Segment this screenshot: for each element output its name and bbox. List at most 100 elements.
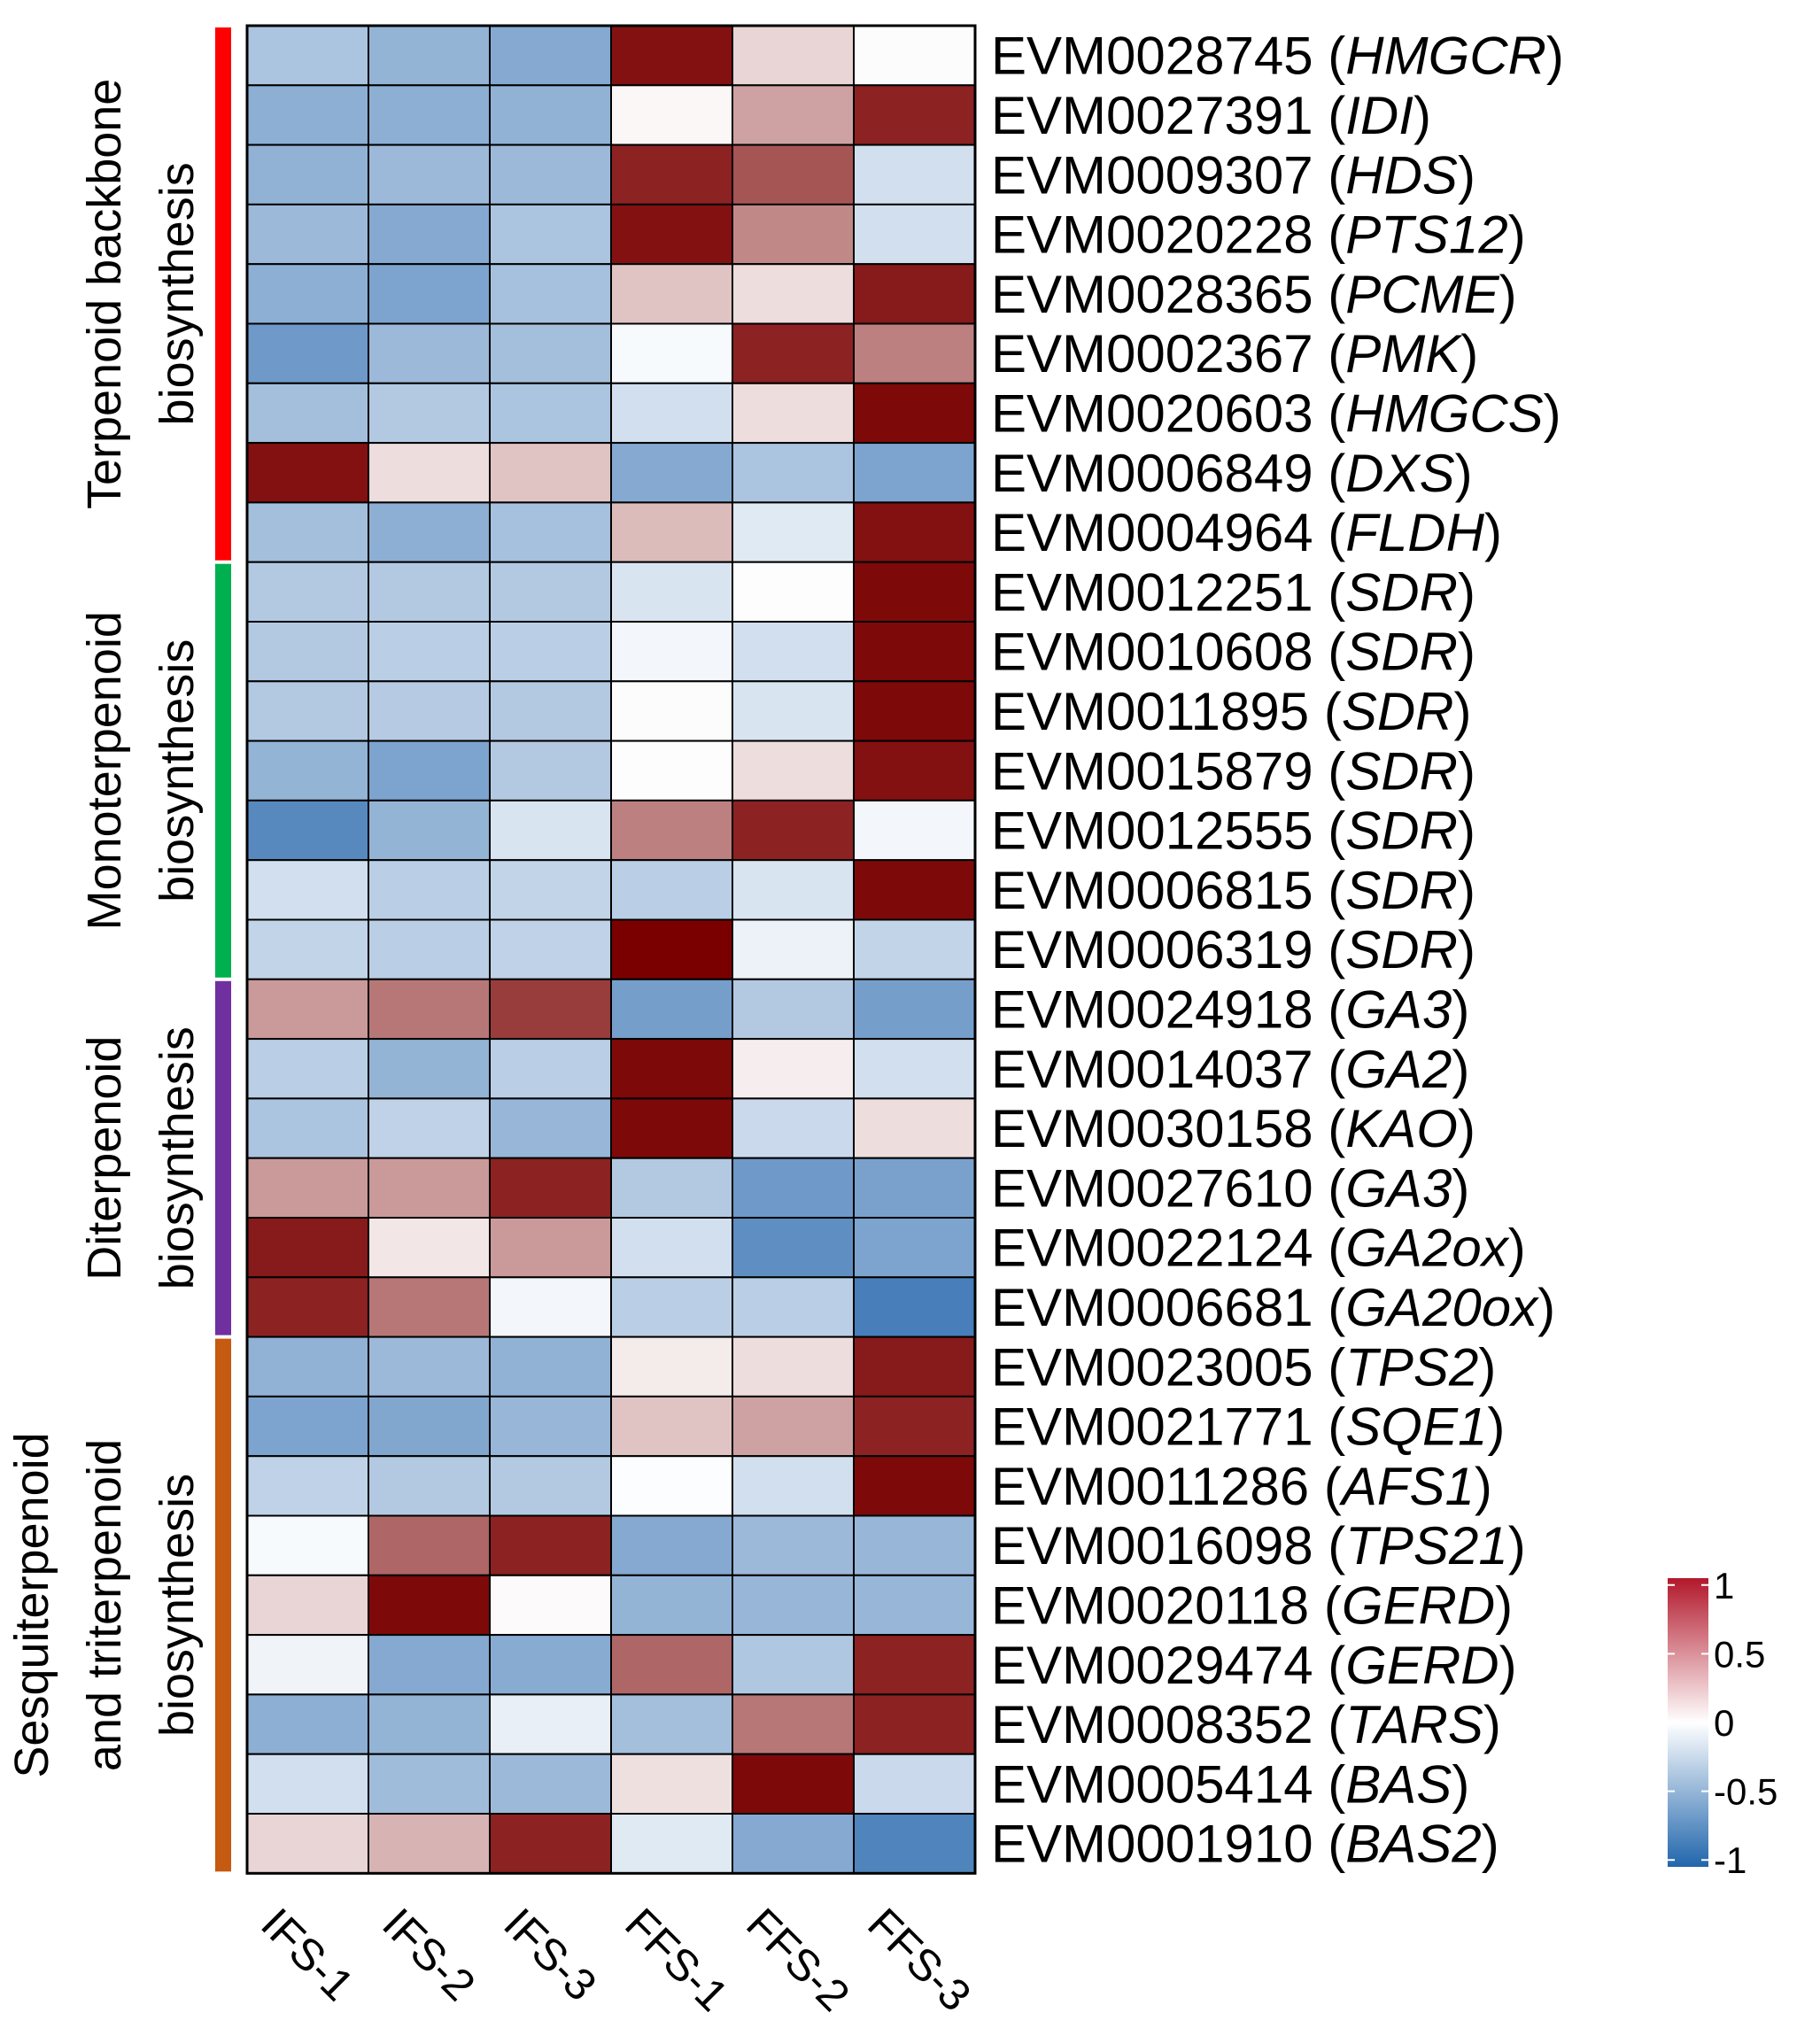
heatmap-cell	[853, 561, 976, 623]
heatmap-cell	[732, 1038, 855, 1100]
row-label: EVM0028745 (HMGCR)	[991, 27, 1564, 86]
heatmap-cell	[368, 1514, 491, 1576]
heatmap-cell	[853, 322, 976, 384]
heatmap-cell	[610, 1753, 733, 1815]
heatmap-cell	[246, 1753, 369, 1815]
row-label: EVM0015879 (SDR)	[991, 741, 1475, 801]
heatmap-cell	[732, 1395, 855, 1458]
group-color-bar	[215, 27, 231, 561]
heatmap-cell	[246, 501, 369, 563]
legend-tick-label: 1	[1714, 1565, 1734, 1606]
heatmap-cell	[246, 1395, 369, 1458]
heatmap-cell	[732, 143, 855, 205]
heatmap-cell	[246, 680, 369, 742]
heatmap-cell	[246, 203, 369, 266]
row-label: EVM0022124 (GA2ox)	[991, 1219, 1526, 1278]
group-label: biosynthesis	[151, 639, 204, 902]
row-label: EVM0020228 (PTS12)	[991, 205, 1526, 265]
heatmap-cell	[246, 739, 369, 801]
heatmap-cell	[368, 1097, 491, 1159]
heatmap-cell	[732, 1157, 855, 1219]
heatmap-cell	[610, 1038, 733, 1100]
heatmap-cell	[732, 978, 855, 1041]
heatmap-cell	[732, 1574, 855, 1637]
heatmap-cell	[489, 203, 612, 266]
heatmap-cell	[853, 1514, 976, 1576]
heatmap-cell	[853, 1276, 976, 1338]
heatmap-cell	[246, 1276, 369, 1338]
heatmap-cell	[368, 1276, 491, 1338]
heatmap-cell	[732, 1514, 855, 1576]
group-color-bar	[215, 563, 231, 978]
heatmap-cell	[853, 501, 976, 563]
heatmap-cell	[732, 322, 855, 384]
row-label: EVM0006849 (DXS)	[991, 444, 1473, 503]
heatmap-cell	[610, 1335, 733, 1397]
heatmap-cell	[853, 25, 976, 87]
row-labels: EVM0028745 (HMGCR)EVM0027391 (IDI)EVM000…	[991, 27, 1564, 1874]
heatmap-cell	[246, 143, 369, 205]
row-label: EVM0021771 (SQE1)	[991, 1397, 1505, 1457]
heatmap-cell	[246, 1574, 369, 1637]
heatmap-cells	[245, 24, 977, 1875]
heatmap-cell	[732, 1753, 855, 1815]
row-label: EVM0020118 (GERD)	[991, 1575, 1513, 1635]
heatmap-cell	[853, 143, 976, 205]
heatmap-cell	[610, 1514, 733, 1576]
heatmap-cell	[732, 442, 855, 504]
heatmap-cell	[610, 1097, 733, 1159]
row-label: EVM0011895 (SDR)	[991, 682, 1471, 741]
heatmap-cell	[489, 1097, 612, 1159]
heatmap-cell	[368, 263, 491, 325]
heatmap-cell	[368, 84, 491, 146]
heatmap-cell	[853, 1634, 976, 1696]
heatmap-cell	[489, 382, 612, 445]
row-label: EVM0009307 (HDS)	[991, 145, 1475, 205]
heatmap-cell	[853, 203, 976, 266]
heatmap-cell	[610, 799, 733, 862]
heatmap-cell	[246, 1157, 369, 1219]
heatmap-cell	[368, 918, 491, 980]
heatmap-cell	[489, 1514, 612, 1576]
heatmap-cell	[489, 1753, 612, 1815]
heatmap-cell	[853, 680, 976, 742]
heatmap-cell	[246, 263, 369, 325]
heatmap-cell	[853, 382, 976, 445]
heatmap-cell	[732, 799, 855, 862]
heatmap-cell	[246, 1514, 369, 1576]
heatmap-cell	[368, 799, 491, 862]
heatmap-cell	[489, 621, 612, 683]
heatmap-cell	[853, 1813, 976, 1875]
heatmap-cell	[489, 143, 612, 205]
heatmap-cell	[246, 621, 369, 683]
row-label: EVM0010608 (SDR)	[991, 623, 1475, 682]
heatmap-cell	[489, 1634, 612, 1696]
heatmap-cell	[610, 84, 733, 146]
heatmap-cell	[610, 1813, 733, 1875]
heatmap-cell	[368, 382, 491, 445]
heatmap-cell	[732, 1455, 855, 1517]
heatmap-cell	[489, 1813, 612, 1875]
heatmap-cell	[489, 1455, 612, 1517]
group-label: and triterpenoid	[78, 1439, 131, 1771]
heatmap-cell	[489, 442, 612, 504]
heatmap-cell	[853, 1217, 976, 1279]
heatmap-cell	[732, 382, 855, 445]
heatmap-cell	[489, 1574, 612, 1637]
heatmap-cell	[610, 322, 733, 384]
heatmap-cell	[368, 25, 491, 87]
column-label: FFS-2	[737, 1899, 859, 2021]
heatmap-cell	[489, 1038, 612, 1100]
row-label: EVM0008352 (TARS)	[991, 1695, 1501, 1754]
heatmap-cell	[246, 84, 369, 146]
row-label: EVM0004964 (FLDH)	[991, 503, 1502, 562]
row-label: EVM0005414 (BAS)	[991, 1754, 1469, 1814]
row-label: EVM0012251 (SDR)	[991, 562, 1475, 622]
heatmap-cell	[489, 1335, 612, 1397]
heatmap-cell	[732, 621, 855, 683]
heatmap-cell	[368, 1693, 491, 1755]
heatmap-cell	[489, 1395, 612, 1458]
heatmap-cell	[489, 1157, 612, 1219]
heatmap-cell	[489, 1217, 612, 1279]
heatmap-cell	[246, 1097, 369, 1159]
